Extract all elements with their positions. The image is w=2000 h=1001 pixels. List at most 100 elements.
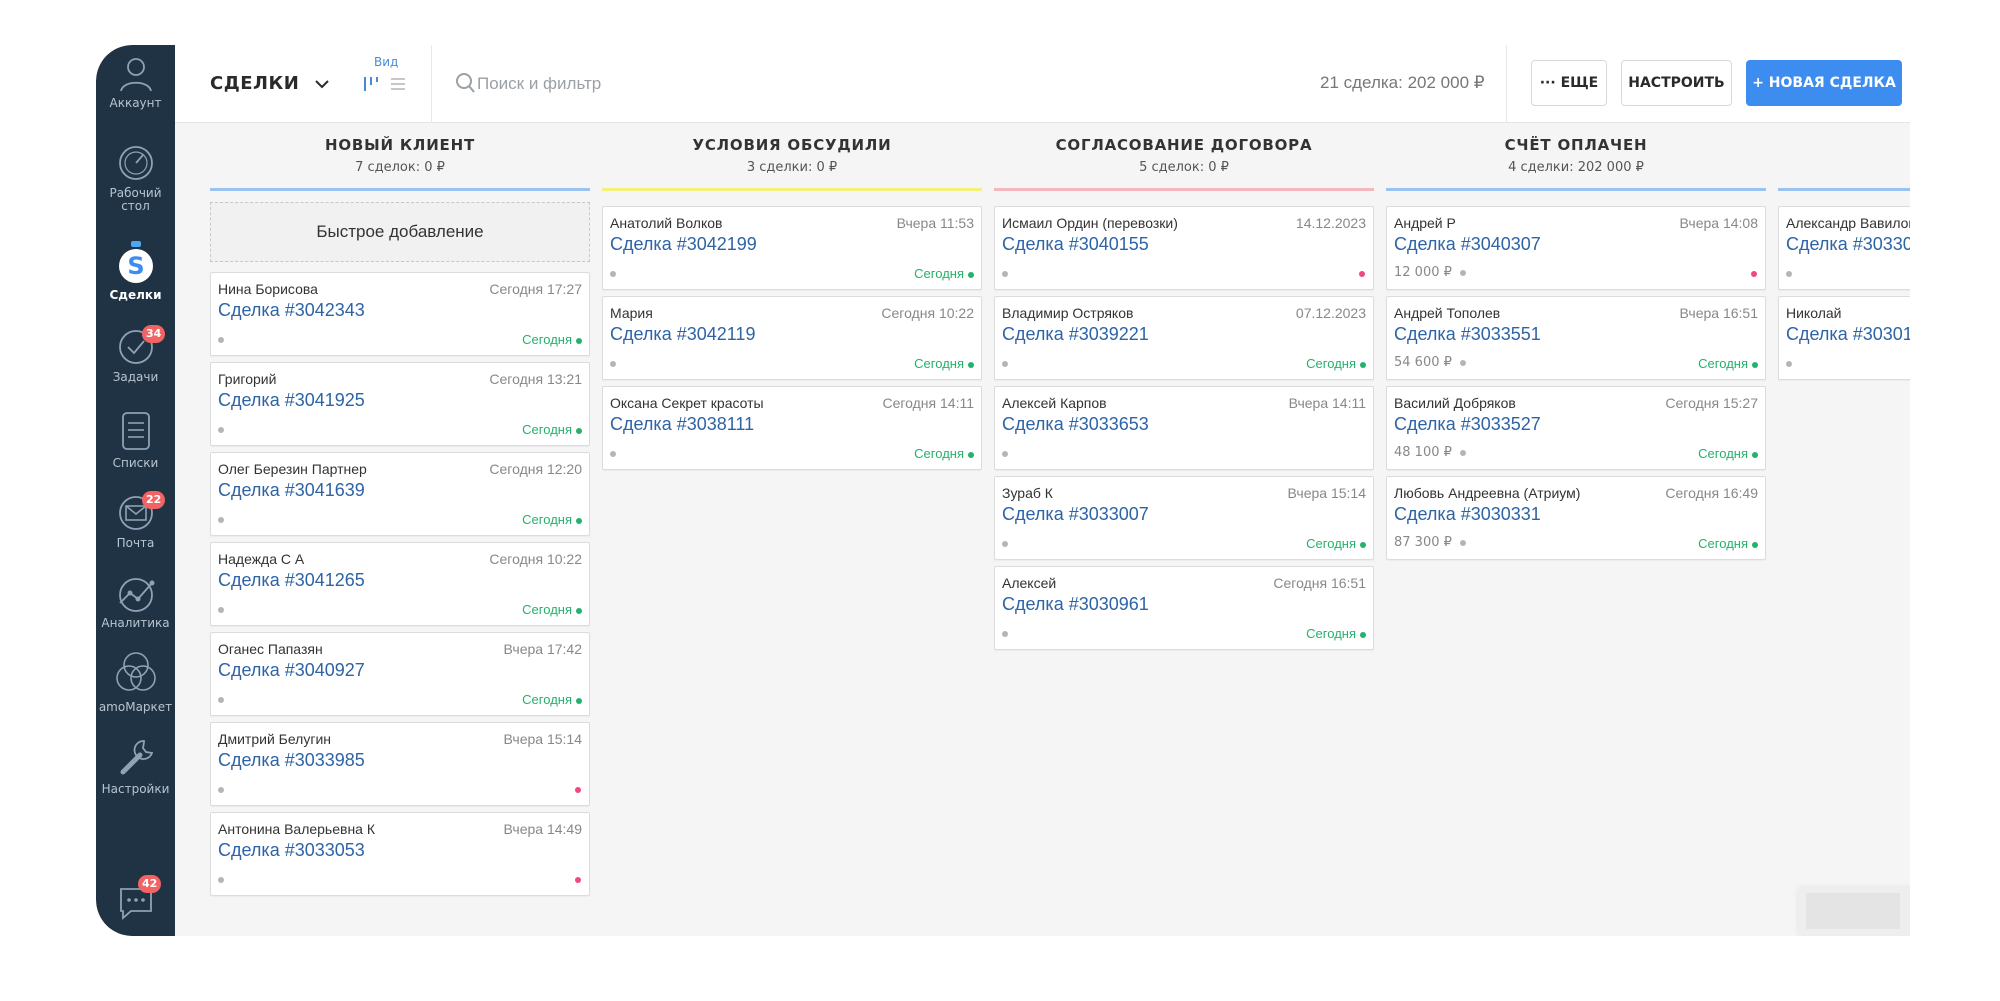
sidebar-item-dashboard[interactable]: Рабочий стол — [96, 143, 175, 213]
chat-button[interactable]: 42 — [96, 875, 175, 925]
deal-link[interactable]: Сделка #3030961 — [1002, 594, 1149, 614]
contact-name: Нина Борисова — [218, 281, 318, 297]
deal-link[interactable]: Сделка #3033551 — [1394, 324, 1541, 344]
column-header[interactable]: УСЛОВИЯ ОБСУДИЛИ 3 сделки: 0 ₽ — [602, 124, 982, 192]
task-status: Сегодня — [522, 692, 582, 707]
deal-link[interactable]: Сделка #3030331 — [1394, 504, 1541, 524]
sidebar-item-market[interactable]: amoМаркет — [96, 649, 175, 714]
deal-card[interactable]: Андрей Тополев Вчера 16:51 Сделка #30335… — [1386, 296, 1766, 380]
card-date: Вчера 15:14 — [1287, 485, 1366, 501]
deal-link[interactable]: Сделка #3033985 — [218, 750, 365, 770]
deal-link[interactable]: Сделка #3038111 — [610, 414, 755, 434]
deal-link[interactable]: Сделка #3030147 — [1786, 324, 1910, 344]
deal-card[interactable]: Василий Добряков Сегодня 15:27 Сделка #3… — [1386, 386, 1766, 470]
card-date: Вчера 14:49 — [503, 821, 582, 837]
column-color-bar — [994, 188, 1374, 191]
deal-link[interactable]: Сделка #3041639 — [218, 480, 365, 500]
deal-card[interactable]: Олег Березин Партнер Сегодня 12:20 Сделк… — [210, 452, 590, 536]
contact-name: Мария — [610, 305, 653, 321]
overdue-dot — [575, 787, 581, 793]
deal-card[interactable]: Исмаил Ордин (перевозки) 14.12.2023 Сдел… — [994, 206, 1374, 290]
deal-card[interactable]: Антонина Валерьевна К Вчера 14:49 Сделка… — [210, 812, 590, 896]
deal-card[interactable]: Мария Сегодня 10:22 Сделка #3042119 Сего… — [602, 296, 982, 380]
deal-card[interactable]: Владимир Остряков 07.12.2023 Сделка #303… — [994, 296, 1374, 380]
tag-dot — [218, 517, 224, 523]
deal-card[interactable]: Любовь Андреевна (Атриум) Сегодня 16:49 … — [1386, 476, 1766, 560]
deal-card[interactable]: Оксана Секрет красоты Сегодня 14:11 Сдел… — [602, 386, 982, 470]
column-header[interactable] — [1778, 124, 1910, 192]
deal-link[interactable]: Сделка #3033527 — [1394, 414, 1541, 434]
deal-link[interactable]: Сделка #3033653 — [1002, 414, 1149, 434]
contact-name: Александр Вавилов — [1786, 215, 1910, 231]
sidebar-item-lists[interactable]: Списки — [96, 409, 175, 470]
contact-name: Алексей — [1002, 575, 1057, 591]
deal-link[interactable]: Сделка #3042343 — [218, 300, 365, 320]
pipeline-selector[interactable]: СДЕЛКИ — [210, 73, 330, 94]
contact-name: Николай — [1786, 305, 1842, 321]
setup-button[interactable]: НАСТРОИТЬ — [1621, 60, 1732, 106]
card-date: Вчера 15:14 — [503, 731, 582, 747]
sidebar-item-tasks[interactable]: Задачи 34 — [96, 325, 175, 384]
contact-name: Олег Березин Партнер — [218, 461, 367, 477]
overdue-dot — [575, 877, 581, 883]
status-dot — [1360, 541, 1366, 548]
card-date: Сегодня 10:22 — [881, 305, 974, 321]
quick-add-button[interactable]: Быстрое добавление — [210, 202, 590, 262]
deal-card[interactable]: Андрей Р Вчера 14:08 Сделка #3040307 12 … — [1386, 206, 1766, 290]
task-status: Сегодня — [914, 356, 974, 371]
deal-link[interactable]: Сделка #3042199 — [610, 234, 757, 254]
view-label: Вид — [374, 55, 399, 69]
floating-widget[interactable] — [1798, 887, 1910, 935]
deal-link[interactable]: Сделка #3041265 — [218, 570, 365, 590]
more-button[interactable]: ··· ЕЩЕ — [1531, 60, 1607, 106]
deal-link[interactable]: Сделка #3039221 — [1002, 324, 1149, 344]
deal-card[interactable]: Григорий Сегодня 13:21 Сделка #3041925 С… — [210, 362, 590, 446]
deal-link[interactable]: Сделка #3033053 — [218, 840, 365, 860]
search-input[interactable] — [477, 70, 977, 98]
status-dot — [576, 607, 582, 614]
deal-card[interactable]: Надежда С А Сегодня 10:22 Сделка #304126… — [210, 542, 590, 626]
status-dot — [576, 337, 582, 344]
deal-link[interactable]: Сделка #3040307 — [1394, 234, 1541, 254]
market-icon — [115, 652, 156, 691]
task-status: Сегодня — [1698, 536, 1758, 551]
deal-link[interactable]: Сделка #3042119 — [610, 324, 756, 344]
deal-link[interactable]: Сделка #3033007 — [1002, 504, 1149, 524]
list-view-icon[interactable] — [390, 75, 406, 93]
new-deal-button[interactable]: + НОВАЯ СДЕЛКА — [1746, 60, 1902, 106]
sidebar-item-label: Почта — [116, 536, 155, 550]
deal-card[interactable]: Зураб К Вчера 15:14 Сделка #3033007 Сего… — [994, 476, 1374, 560]
sidebar-item-settings[interactable]: Настройки — [96, 735, 175, 796]
deal-card[interactable]: Нина Борисова Сегодня 17:27 Сделка #3042… — [210, 272, 590, 356]
task-status: Сегодня — [522, 422, 582, 437]
deal-card[interactable]: Оганес Папазян Вчера 17:42 Сделка #30409… — [210, 632, 590, 716]
task-label: Сегодня — [1306, 536, 1356, 551]
deal-card[interactable]: Алексей Сегодня 16:51 Сделка #3030961 Се… — [994, 566, 1374, 650]
column-header[interactable]: НОВЫЙ КЛИЕНТ 7 сделок: 0 ₽ — [210, 124, 590, 192]
column-summary: 3 сделки: 0 ₽ — [746, 160, 838, 175]
sidebar-item-label: amoМаркет — [98, 700, 173, 714]
deal-link[interactable]: Сделка #3040155 — [1002, 234, 1149, 254]
task-label: Сегодня — [914, 446, 964, 461]
column-header[interactable]: СОГЛАСОВАНИЕ ДОГОВОРА 5 сделок: 0 ₽ — [994, 124, 1374, 192]
deal-card[interactable]: Александр Вавилов Сделка #3033081 — [1778, 206, 1910, 290]
sidebar-item-account[interactable]: Аккаунт — [96, 53, 175, 110]
deal-card[interactable]: Николай Сделка #3030147 — [1778, 296, 1910, 380]
column-header[interactable]: СЧЁТ ОПЛАЧЕН 4 сделки: 202 000 ₽ — [1386, 124, 1766, 192]
deal-link[interactable]: Сделка #3041925 — [218, 390, 365, 410]
sidebar-item-deals[interactable]: S Сделки — [96, 241, 175, 302]
deal-card[interactable]: Дмитрий Белугин Вчера 15:14 Сделка #3033… — [210, 722, 590, 806]
contact-name: Зураб К — [1002, 485, 1053, 501]
card-date: 07.12.2023 — [1295, 305, 1366, 321]
deal-card[interactable]: Анатолий Волков Вчера 11:53 Сделка #3042… — [602, 206, 982, 290]
tag-dot — [1786, 361, 1792, 367]
deal-link[interactable]: Сделка #3040927 — [218, 660, 365, 680]
overdue-dot — [1751, 271, 1757, 277]
deal-card[interactable]: Алексей Карпов Вчера 14:11 Сделка #30336… — [994, 386, 1374, 470]
kanban-view-icon[interactable] — [363, 75, 379, 93]
account-label: Аккаунт — [109, 96, 162, 110]
sidebar-item-mail[interactable]: Почта 22 — [96, 491, 175, 550]
sidebar-item-analytics[interactable]: Аналитика — [96, 573, 175, 630]
deal-link[interactable]: Сделка #3033081 — [1786, 234, 1910, 254]
status-dot — [576, 697, 582, 704]
